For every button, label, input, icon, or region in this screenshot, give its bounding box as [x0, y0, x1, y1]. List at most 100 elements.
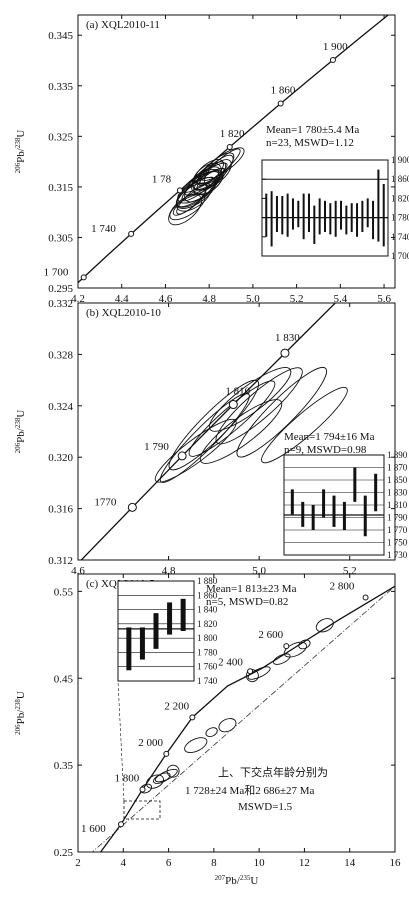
inset-age-bar [382, 184, 385, 247]
age-label: 2 600 [258, 629, 283, 641]
y-tick-label: 0.35 [54, 760, 74, 772]
data-ellipse [192, 161, 227, 191]
inset-age-bar [270, 191, 273, 247]
x-axis-label-main: Pb/ [225, 875, 241, 887]
y-axis-label-sup: 238 [14, 699, 22, 710]
x-tick-label: 4.4 [115, 293, 129, 305]
inset-age-bar [311, 505, 315, 530]
inset-age-bar [332, 495, 336, 527]
y-axis-label-main: U [15, 410, 27, 418]
inset-tick-label: 1 830 [387, 488, 408, 498]
age-label: 1 830 [275, 332, 300, 344]
inset-age-bar [353, 467, 357, 502]
y-axis-label-sup: 206 [14, 162, 22, 173]
data-ellipse [175, 176, 217, 209]
zoom-box [123, 800, 161, 820]
x-tick-label: 5.6 [377, 293, 391, 305]
x-tick-label: 4.6 [159, 293, 173, 305]
age-marker [277, 100, 284, 107]
inset-age-bar [286, 193, 289, 237]
age-marker [280, 348, 290, 358]
data-ellipse [315, 618, 334, 633]
plot-area [91, 585, 395, 852]
inset-age-bar [167, 602, 173, 635]
age-label: 1 740 [91, 223, 116, 235]
age-label: 2 000 [138, 737, 163, 749]
inset-age-bar [275, 196, 278, 232]
y-axis-label: 206Pb/238U [14, 691, 27, 735]
inset-age-bar [329, 203, 332, 235]
inset-tick-label: 1 820 [197, 619, 218, 629]
age-marker [362, 594, 369, 601]
data-ellipse [205, 727, 218, 737]
y-tick-label: 0.312 [48, 555, 73, 567]
x-tick-label: 14 [344, 857, 356, 869]
annotation-n-mswd: n=5, MSWD=0.82 [206, 596, 288, 608]
panel-0: 4.2 4.4 4.6 4.8 5.0 5.2 5.4 5.6 0.295 0.305 0.315 0… [14, 14, 409, 305]
data-ellipse [247, 666, 271, 680]
age-label: 1 790 [144, 441, 169, 453]
zoom-connector [117, 680, 125, 802]
annotation-mean: Mean=1 780±5.4 Ma [266, 124, 359, 136]
inset-tick-label: 1 800 [197, 633, 218, 643]
inset-age-bar [318, 198, 321, 235]
inset-age-bar [153, 613, 159, 649]
inset-tick-label: 1 890 [387, 450, 408, 460]
y-tick-label: 0.328 [48, 349, 73, 361]
y-axis-label: 206Pb/238U [14, 130, 27, 174]
inset-age-bar [313, 205, 316, 244]
age-marker [163, 750, 170, 757]
data-ellipse [218, 718, 237, 733]
y-axis-label-sup: 206 [14, 442, 22, 453]
y-tick-label: 0.325 [48, 131, 73, 143]
age-label: 2 200 [164, 700, 189, 712]
inset-tick-label: 1 760 [197, 662, 218, 672]
y-axis-label-main: Pb/ [15, 147, 27, 163]
x-axis-label-sup: 207 [215, 874, 226, 882]
concordia-curve [99, 585, 395, 852]
y-axis-label-main: Pb/ [15, 709, 27, 725]
age-marker [118, 821, 125, 828]
annotation-n-mswd: n=9, MSWD=0.98 [284, 444, 367, 456]
y-tick-label: 0.25 [54, 847, 74, 859]
data-ellipse [154, 418, 237, 483]
age-label: 1770 [94, 496, 117, 508]
inset: 1 880 1 860 1 840 1 820 1 800 1 780 1 760 1 740 [117, 576, 218, 686]
panel-label: (b) XQL2010-10 [86, 307, 161, 319]
y-tick-label: 0.316 [48, 504, 73, 516]
inset-tick-label: 1 840 [197, 605, 218, 615]
y-tick-label: 0.335 [48, 81, 73, 93]
x-tick-label: 5.2 [290, 293, 304, 305]
age-label: 1 78 [152, 173, 172, 185]
inset-age-bar [297, 200, 300, 228]
inset-age-bar [126, 627, 132, 671]
age-marker [127, 502, 137, 512]
inset-tick-label: 1 850 [387, 475, 408, 485]
data-ellipse [273, 653, 291, 665]
y-axis-label-sup: 206 [14, 724, 22, 735]
annotation-n-mswd: n=23, MSWD=1.12 [266, 137, 354, 149]
data-ellipse [208, 367, 292, 432]
x-axis-label: 207Pb/235U [215, 874, 259, 887]
age-marker [177, 451, 187, 461]
x-tick-label: 5.0 [246, 293, 260, 305]
x-tick-label: 5.4 [333, 293, 347, 305]
age-marker [189, 714, 196, 721]
intercept-text-line: MSWD=1.5 [238, 801, 293, 813]
age-marker [226, 143, 233, 150]
inset-age-bar [350, 203, 353, 232]
y-tick-label: 0.324 [48, 401, 73, 413]
x-tick-label: 10 [254, 857, 266, 869]
y-axis-label-main: U [15, 130, 27, 138]
inset-tick-label: 1 780 [391, 213, 409, 223]
data-ellipse [168, 194, 203, 226]
inset-tick-label: 1 700 [391, 251, 409, 261]
y-axis-label-sup: 238 [14, 417, 22, 428]
data-ellipse [215, 367, 303, 445]
inset-tick-label: 1 790 [387, 513, 408, 523]
x-axis-label-main: U [250, 875, 258, 887]
panel-1: 4.6 4.8 5.0 5.20.3120.3160.3200.3240.3280.3… [14, 298, 408, 577]
inset-age-bar [180, 598, 186, 631]
data-ellipse [261, 386, 348, 464]
